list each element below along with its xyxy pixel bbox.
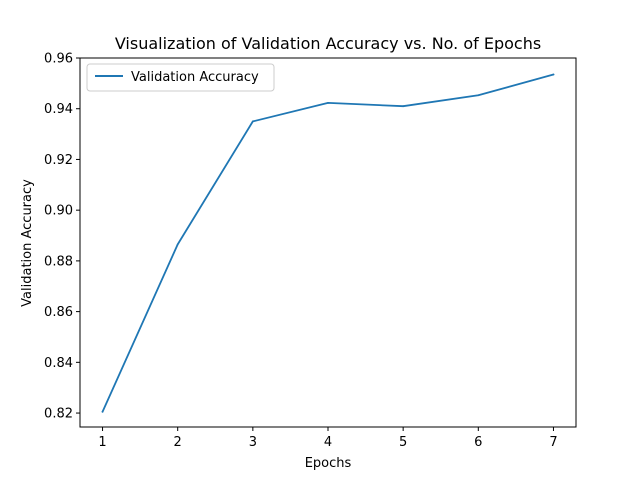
x-tick-label: 1 bbox=[98, 435, 106, 450]
x-tick-label: 3 bbox=[249, 435, 257, 450]
y-tick-label: 0.92 bbox=[44, 153, 73, 168]
legend-box bbox=[86, 63, 275, 92]
x-tick-label: 7 bbox=[549, 435, 557, 450]
data-point bbox=[251, 120, 254, 123]
y-tick-label: 0.94 bbox=[44, 102, 73, 117]
data-point bbox=[402, 105, 405, 108]
y-tick-label: 0.96 bbox=[44, 52, 73, 67]
y-tick-label: 0.82 bbox=[44, 407, 73, 422]
legend-label: Validation Accuracy bbox=[131, 70, 259, 85]
data-point bbox=[552, 73, 555, 76]
y-tick-label: 0.88 bbox=[44, 254, 73, 269]
data-point bbox=[327, 101, 329, 104]
x-tick-label: 6 bbox=[474, 435, 482, 450]
data-point bbox=[101, 410, 104, 413]
data-point bbox=[477, 94, 480, 97]
x-tick-label: 2 bbox=[174, 435, 182, 450]
data-point bbox=[176, 243, 179, 246]
y-axis-ticks: 0.82 0.84 0.86 0.88 0.90 0.92 0.94 0.96 bbox=[44, 52, 80, 422]
legend: Validation Accuracy bbox=[86, 63, 275, 92]
y-tick-label: 0.86 bbox=[44, 305, 73, 320]
y-axis-label: Validation Accuracy bbox=[20, 179, 35, 307]
chart-title: Visualization of Validation Accuracy vs.… bbox=[115, 34, 541, 53]
y-tick-label: 0.84 bbox=[44, 356, 73, 371]
x-axis-label: Epochs bbox=[305, 456, 352, 471]
series-layer bbox=[101, 73, 555, 413]
x-tick-label: 5 bbox=[399, 435, 407, 450]
x-tick-label: 4 bbox=[324, 435, 332, 450]
y-tick-label: 0.90 bbox=[44, 204, 73, 219]
x-axis-ticks: 1 2 3 4 5 6 7 bbox=[98, 427, 558, 450]
